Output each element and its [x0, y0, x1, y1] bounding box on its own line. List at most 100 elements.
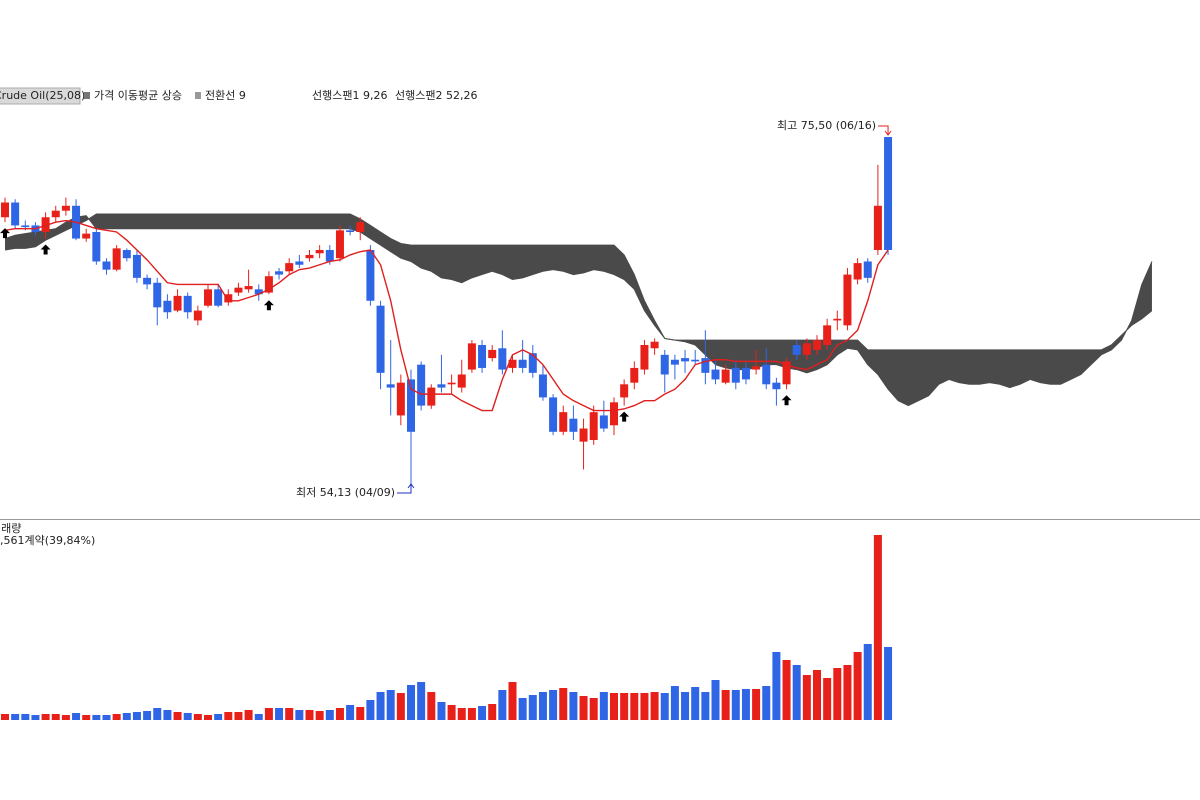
- volume-bar: [701, 692, 710, 720]
- volume-bar: [599, 692, 608, 720]
- volume-bar: [478, 706, 487, 720]
- candle-body: [386, 384, 395, 388]
- candle-body: [244, 286, 253, 290]
- candle-body: [538, 374, 547, 398]
- candle-body: [762, 364, 771, 385]
- volume-bar: [41, 714, 50, 720]
- volume-bar: [386, 690, 395, 720]
- candle-body: [214, 289, 223, 306]
- volume-bar: [620, 693, 629, 720]
- candle-body: [82, 233, 91, 239]
- volume-bar: [11, 714, 20, 720]
- volume-bar: [457, 708, 466, 720]
- legend-swatch: [195, 92, 201, 99]
- candle-body: [711, 369, 720, 380]
- candle-body: [366, 250, 375, 301]
- candle-body: [264, 276, 273, 293]
- volume-bar: [427, 692, 436, 720]
- volume-bar: [792, 665, 801, 720]
- candle-body: [102, 261, 111, 270]
- volume-bar: [823, 678, 832, 720]
- volume-bar: [813, 670, 821, 720]
- candle-body: [193, 310, 202, 321]
- volume-bar: [559, 688, 568, 720]
- candle-body: [863, 261, 872, 278]
- volume-bar: [437, 702, 446, 720]
- candle-body: [427, 387, 436, 406]
- volume-bar: [224, 712, 233, 720]
- candle-body: [204, 289, 212, 306]
- volume-bar: [498, 690, 507, 720]
- candle-body: [589, 412, 598, 440]
- candle-body: [224, 294, 233, 303]
- volume-bar: [275, 708, 284, 720]
- candle-body: [92, 231, 101, 262]
- candle-body: [61, 205, 70, 211]
- candle-body: [407, 379, 415, 432]
- candle-body: [660, 354, 669, 375]
- volume-bar: [204, 715, 212, 720]
- volume-bar: [863, 644, 872, 720]
- volume-bar: [376, 692, 385, 720]
- candle-body: [579, 428, 588, 442]
- candle-body: [833, 318, 842, 321]
- candle-body: [498, 348, 507, 370]
- volume-bar: [325, 710, 334, 720]
- volume-bar: [610, 693, 618, 720]
- volume-bar: [234, 712, 243, 720]
- volume-bar: [244, 710, 253, 720]
- volume-bar: [122, 713, 131, 720]
- volume-bar: [467, 708, 476, 720]
- volume-bar: [143, 711, 152, 720]
- volume-label: 6,561계약(39,84%): [0, 533, 95, 547]
- candle-body: [335, 230, 344, 259]
- volume-bar: [752, 689, 761, 720]
- candle-body: [691, 359, 700, 362]
- volume-bar: [782, 660, 791, 720]
- low-arrow: [397, 483, 415, 494]
- volume-bar: [853, 652, 862, 720]
- legend-swatch: [84, 92, 90, 99]
- volume-bar: [447, 705, 456, 720]
- volume-bar: [508, 682, 517, 720]
- high-annotation: 최고 75,50 (06/16): [777, 119, 876, 132]
- volume-bar: [538, 692, 547, 720]
- chart-title: Crude Oil(25,08): [0, 89, 85, 102]
- volume-bar: [305, 710, 314, 720]
- volume-bar: [51, 714, 60, 720]
- volume-bar: [488, 704, 497, 720]
- candle-body: [234, 287, 243, 293]
- candle-body: [782, 361, 791, 385]
- candle-body: [731, 367, 740, 383]
- volume-bar: [112, 714, 121, 720]
- candle-body: [802, 343, 811, 355]
- volume-bar: [356, 707, 365, 720]
- legend-span2: 선행스팬2 52,26: [395, 89, 477, 102]
- volume-bar: [1, 714, 9, 720]
- candle-body: [457, 374, 466, 388]
- legend-span1: 선행스팬1 9,26: [312, 89, 387, 102]
- candle-body: [853, 263, 862, 280]
- volume-bar: [153, 708, 162, 720]
- volume-bar: [346, 705, 355, 720]
- signal-arrow: [619, 411, 630, 422]
- span2-line: [4, 213, 1153, 351]
- volume-bar: [579, 696, 588, 720]
- candle-body: [752, 366, 761, 370]
- cloud-layer: [4, 213, 1153, 407]
- title-box: [0, 87, 81, 105]
- candle-body: [630, 367, 639, 383]
- candle-layer: [0, 137, 893, 487]
- volume-bar: [802, 675, 811, 720]
- candle-body: [843, 274, 852, 326]
- candle-body: [132, 254, 141, 278]
- candle-body: [41, 217, 50, 232]
- candle-body: [792, 345, 801, 355]
- candle-body: [325, 250, 334, 262]
- volume-bar: [873, 535, 882, 720]
- candle-body: [437, 384, 446, 388]
- volume-bar: [254, 714, 263, 720]
- candle-body: [163, 300, 172, 313]
- volume-bar: [569, 692, 578, 720]
